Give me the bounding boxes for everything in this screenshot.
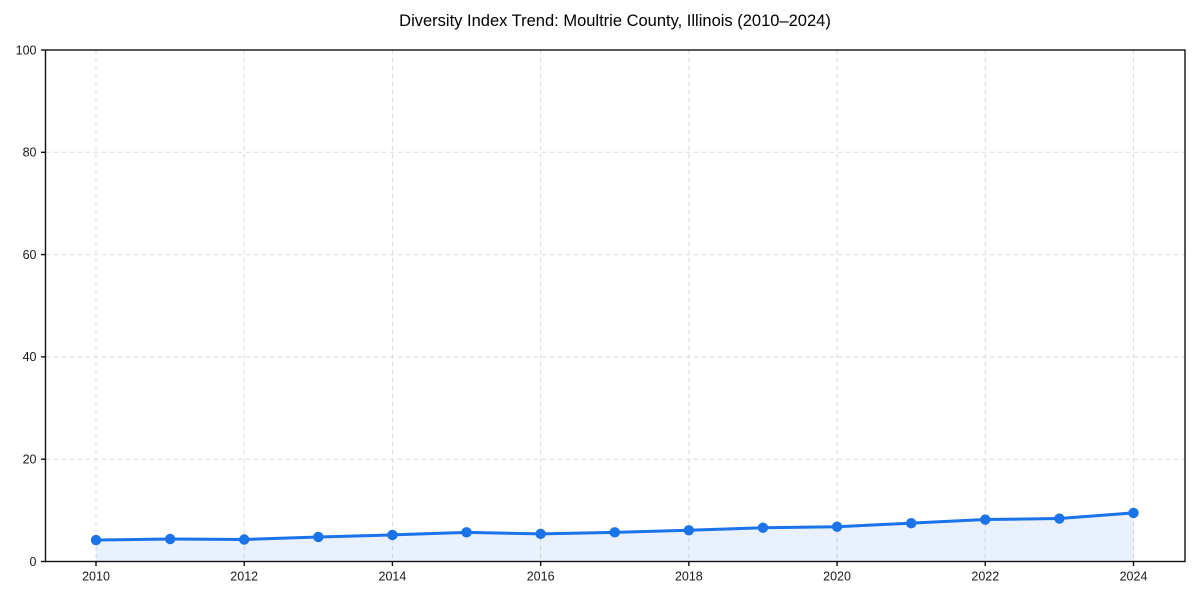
data-point — [609, 527, 620, 538]
x-tick-label: 2014 — [379, 570, 407, 584]
plot-border — [44, 49, 1186, 563]
data-point — [980, 514, 991, 525]
data-point — [1128, 507, 1139, 519]
data-point — [905, 517, 917, 529]
data-point — [239, 534, 250, 545]
data-point — [757, 522, 769, 533]
x-tick-label: 2018 — [675, 570, 703, 584]
chart-title: Diversity Index Trend: Moultrie County, … — [399, 12, 831, 30]
x-tick-label: 2020 — [823, 570, 851, 584]
x-tick-label: 2016 — [527, 570, 555, 584]
x-tick-label: 2022 — [971, 570, 999, 584]
x-tick-label: 2010 — [82, 570, 110, 584]
y-tick-label: 40 — [23, 350, 37, 364]
data-point — [831, 521, 843, 532]
data-point — [1054, 513, 1065, 524]
x-tick-label: 2012 — [230, 570, 258, 584]
data-point — [164, 533, 176, 545]
data-point — [683, 525, 695, 536]
y-tick-label: 20 — [23, 453, 37, 467]
y-tick-label: 100 — [16, 43, 37, 57]
x-tick-label: 2024 — [1120, 570, 1148, 584]
y-tick-label: 80 — [23, 146, 37, 160]
y-tick-label: 60 — [23, 248, 37, 262]
data-point — [461, 527, 472, 538]
data-point — [387, 529, 398, 541]
data-point — [313, 531, 324, 543]
data-point — [90, 534, 102, 546]
y-tick-label: 0 — [30, 555, 37, 569]
data-point — [535, 528, 546, 540]
